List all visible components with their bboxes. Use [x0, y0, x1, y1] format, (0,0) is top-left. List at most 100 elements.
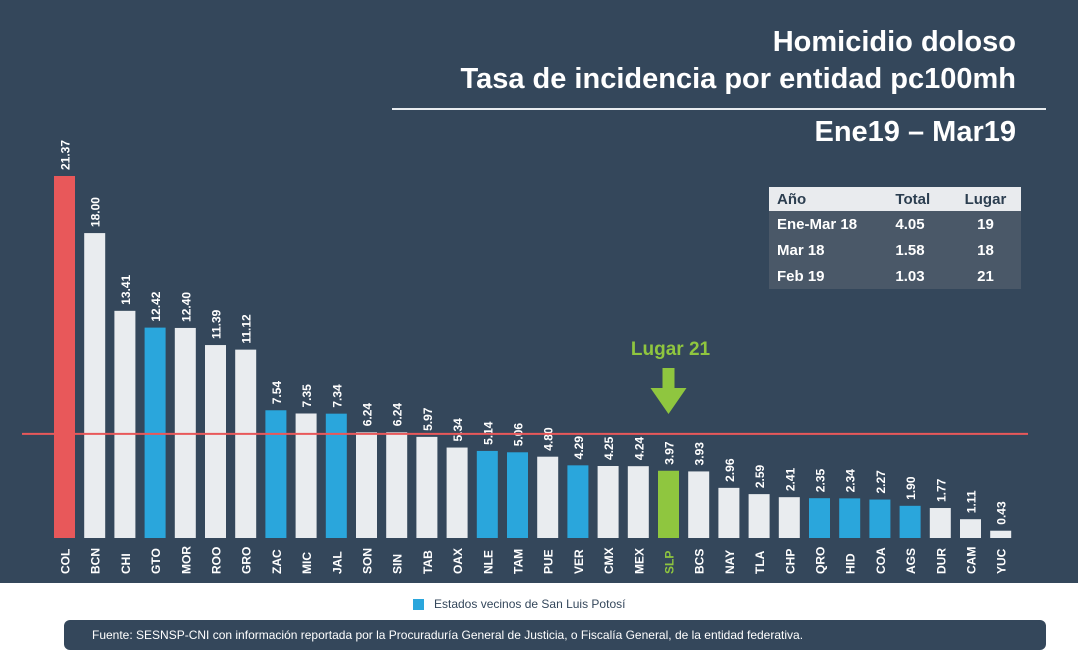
- category-label: GTO: [149, 548, 163, 574]
- summary-rank: 21: [977, 267, 994, 285]
- summary-row: Ene-Mar 18 4.05 19: [769, 211, 1021, 237]
- value-label: 2.41: [783, 467, 797, 491]
- value-label: 1.11: [965, 490, 979, 513]
- category-label: QRO: [814, 547, 828, 574]
- summary-period: Ene-Mar 18: [777, 215, 858, 233]
- bar-tam: [507, 452, 528, 538]
- summary-total: 4.05: [895, 215, 925, 233]
- period-label: Ene19 – Mar19: [814, 116, 1016, 148]
- category-label: NAY: [723, 550, 737, 574]
- value-label: 1.77: [934, 478, 948, 502]
- title-divider: [392, 108, 1046, 110]
- category-label: ROO: [210, 547, 224, 574]
- value-label: 13.41: [119, 274, 133, 304]
- bar-cmx: [597, 466, 619, 538]
- value-label: 4.25: [602, 436, 616, 460]
- chart-subtitle: Tasa de incidencia por entidad pc100mh: [460, 63, 1016, 95]
- bar-series: 21.37 COL 18.00 BCN 13.41 CHI 12.42 GTO 12.40 MOR…: [54, 140, 1012, 574]
- category-label: COL: [59, 549, 73, 574]
- category-label: TLA: [753, 550, 767, 574]
- category-label: CHI: [119, 553, 133, 574]
- category-label: AGS: [904, 548, 918, 574]
- value-label: 4.80: [542, 427, 556, 451]
- bar-mex: [627, 466, 649, 538]
- value-label: 6.24: [391, 403, 405, 427]
- value-label: 12.40: [179, 292, 193, 322]
- category-label: MEX: [632, 548, 646, 574]
- summary-header-total: Total: [887, 187, 950, 211]
- bar-bcn: [84, 233, 106, 539]
- bar-tab: [416, 436, 438, 538]
- value-label: 4.24: [632, 436, 646, 460]
- summary-header-rank: Lugar: [949, 187, 1021, 211]
- value-label: 2.96: [723, 458, 737, 482]
- category-label: NLE: [481, 550, 495, 574]
- summary-period: Feb 19: [777, 267, 825, 285]
- category-label: DUR: [934, 548, 948, 574]
- rank-callout: Lugar 21: [631, 339, 711, 414]
- bar-tla: [748, 494, 770, 538]
- chart-title: Homicidio doloso: [772, 26, 1016, 58]
- bar-gto: [144, 327, 166, 538]
- category-label: PUE: [542, 549, 556, 574]
- bar-sin: [386, 432, 408, 538]
- value-label: 7.35: [300, 384, 314, 408]
- value-label: 2.35: [814, 469, 828, 493]
- summary-rank: 18: [977, 241, 994, 259]
- bar-hid: [839, 498, 861, 538]
- summary-table: Año Total Lugar Ene-Mar 18 4.05 19 Mar 1…: [769, 187, 1021, 289]
- bar-gro: [235, 349, 257, 538]
- category-label: GRO: [240, 547, 254, 574]
- value-label: 11.12: [240, 314, 254, 344]
- bar-pue: [537, 456, 559, 538]
- callout-label: Lugar 21: [631, 339, 711, 360]
- value-label: 12.42: [149, 291, 163, 321]
- category-label: ZAC: [270, 549, 284, 574]
- bar-bcs: [688, 471, 710, 538]
- bar-nle: [476, 450, 498, 538]
- summary-header-year: Año: [769, 187, 888, 211]
- arrow-down-icon: [650, 368, 687, 414]
- value-label: 2.34: [844, 469, 858, 493]
- value-label: 3.97: [663, 441, 677, 465]
- bar-roo: [205, 345, 226, 538]
- bar-zac: [265, 410, 287, 538]
- category-label: JAL: [330, 551, 344, 574]
- bar-oax: [446, 447, 468, 538]
- category-label: CAM: [965, 547, 979, 574]
- bar-col: [54, 176, 75, 538]
- value-label: 3.93: [693, 442, 707, 466]
- summary-period: Mar 18: [777, 241, 825, 259]
- bar-ver: [567, 465, 589, 538]
- value-label: 2.27: [874, 470, 888, 494]
- bar-dur: [929, 508, 951, 538]
- category-label: TAM: [512, 549, 526, 574]
- bar-coa: [869, 499, 891, 538]
- category-label: SON: [361, 548, 375, 574]
- value-label: 7.54: [270, 381, 284, 405]
- bar-slp: [658, 470, 679, 538]
- category-label: MIC: [300, 552, 314, 574]
- category-label: COA: [874, 547, 888, 574]
- category-label: CHP: [783, 549, 797, 574]
- source-footer: Fuente: SESNSP-CNI con información repor…: [64, 620, 1046, 650]
- value-label: 5.34: [451, 418, 465, 442]
- category-label: BCN: [89, 548, 103, 574]
- bar-chart: 21.37 COL 18.00 BCN 13.41 CHI 12.42 GTO 12.40 MOR…: [22, 140, 1028, 574]
- category-label: HID: [844, 553, 858, 574]
- bar-yuc: [990, 530, 1012, 538]
- summary-header-row: Año Total Lugar: [769, 187, 1021, 211]
- category-label: SIN: [391, 554, 405, 574]
- value-label: 4.29: [572, 436, 586, 460]
- summary-row: Feb 19 1.03 21: [769, 263, 1021, 289]
- value-label: 5.97: [421, 407, 435, 431]
- bar-qro: [809, 498, 830, 538]
- bar-nay: [718, 487, 740, 538]
- value-label: 2.59: [753, 464, 767, 488]
- value-label: 7.34: [330, 384, 344, 408]
- summary-row: Mar 18 1.58 18: [769, 237, 1021, 263]
- category-label: BCS: [693, 549, 707, 574]
- summary-total: 1.58: [895, 241, 925, 259]
- value-label: 21.37: [59, 140, 73, 170]
